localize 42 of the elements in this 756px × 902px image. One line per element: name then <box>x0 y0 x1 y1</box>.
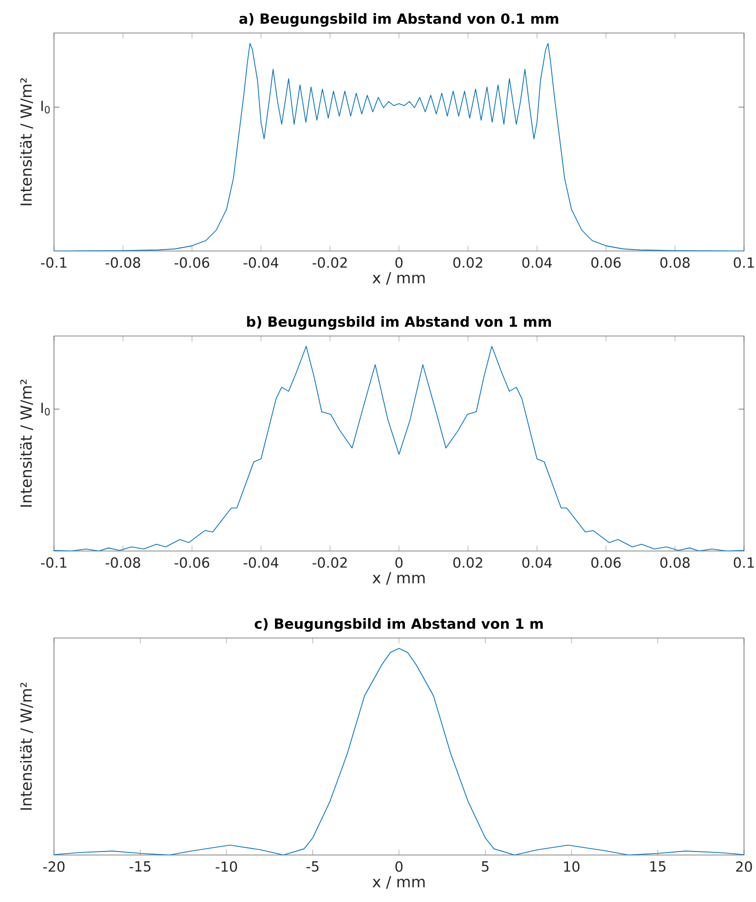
x-axis-title: x / mm <box>372 572 425 585</box>
x-tick-label: 0.06 <box>591 557 621 568</box>
x-tick-label: 15 <box>650 861 666 872</box>
y-axis-title: Intensität / W/m² <box>20 78 34 206</box>
x-tick-label: 0 <box>395 861 403 872</box>
text: I$_{0}$ <box>41 100 50 114</box>
x-tick-label: -5 <box>306 861 319 872</box>
x-tick-label: 10 <box>564 861 580 872</box>
x-tick-label: 5 <box>482 861 488 872</box>
x-tick-label: 0.08 <box>660 257 690 268</box>
x-tick-label: -0.08 <box>106 557 140 568</box>
chart-title: a) Beugungsbild im Abstand von 0.1 mm <box>239 13 558 27</box>
x-tick-label: 20 <box>736 861 752 872</box>
x-tick-label: -0.06 <box>174 557 210 568</box>
x-tick-label: 0 <box>395 557 403 568</box>
x-tick-label: -0.02 <box>312 557 347 568</box>
x-tick-label: -0.1 <box>41 257 66 268</box>
y-axis-title: Intensität / W/m² <box>20 380 34 507</box>
x-tick-label: -0.06 <box>174 257 210 268</box>
text: I$_{0}$ <box>41 402 50 416</box>
x-tick-label: 0.04 <box>522 257 552 268</box>
x-tick-label: 0.02 <box>453 557 482 568</box>
x-tick-label: -15 <box>130 861 150 872</box>
x-axis-title: x / mm <box>372 272 425 285</box>
chart-title: b) Beugungsbild im Abstand von 1 mm <box>247 316 551 330</box>
x-axis-title: x / mm <box>372 876 425 889</box>
x-tick-label: -0.04 <box>244 557 278 568</box>
x-tick-label: -0.02 <box>312 257 347 268</box>
x-tick-label: -0.1 <box>41 557 66 568</box>
x-tick-label: -0.04 <box>244 257 278 268</box>
x-tick-label: 0 <box>395 257 403 268</box>
x-tick-label: 0.1 <box>734 257 754 268</box>
x-tick-label: 0.1 <box>734 557 754 568</box>
x-tick-label: 0.04 <box>522 557 552 568</box>
x-tick-label: -10 <box>216 861 237 872</box>
y-axis-title: Intensität / W/m² <box>20 682 34 810</box>
x-tick-label: 0.06 <box>591 257 621 268</box>
x-tick-label: -0.08 <box>106 257 140 268</box>
x-tick-label: 0.02 <box>453 257 482 268</box>
chart-title: c) Beugungsbild im Abstand von 1 m <box>254 618 543 632</box>
x-tick-label: 0.08 <box>660 557 690 568</box>
x-tick-label: -20 <box>43 861 64 872</box>
